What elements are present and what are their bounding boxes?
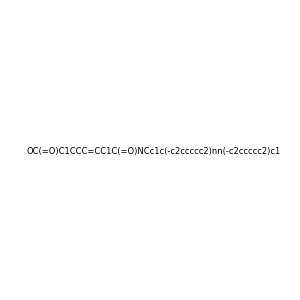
Text: OC(=O)C1CCC=CC1C(=O)NCc1c(-c2ccccc2)nn(-c2ccccc2)c1: OC(=O)C1CCC=CC1C(=O)NCc1c(-c2ccccc2)nn(-… — [27, 147, 281, 156]
